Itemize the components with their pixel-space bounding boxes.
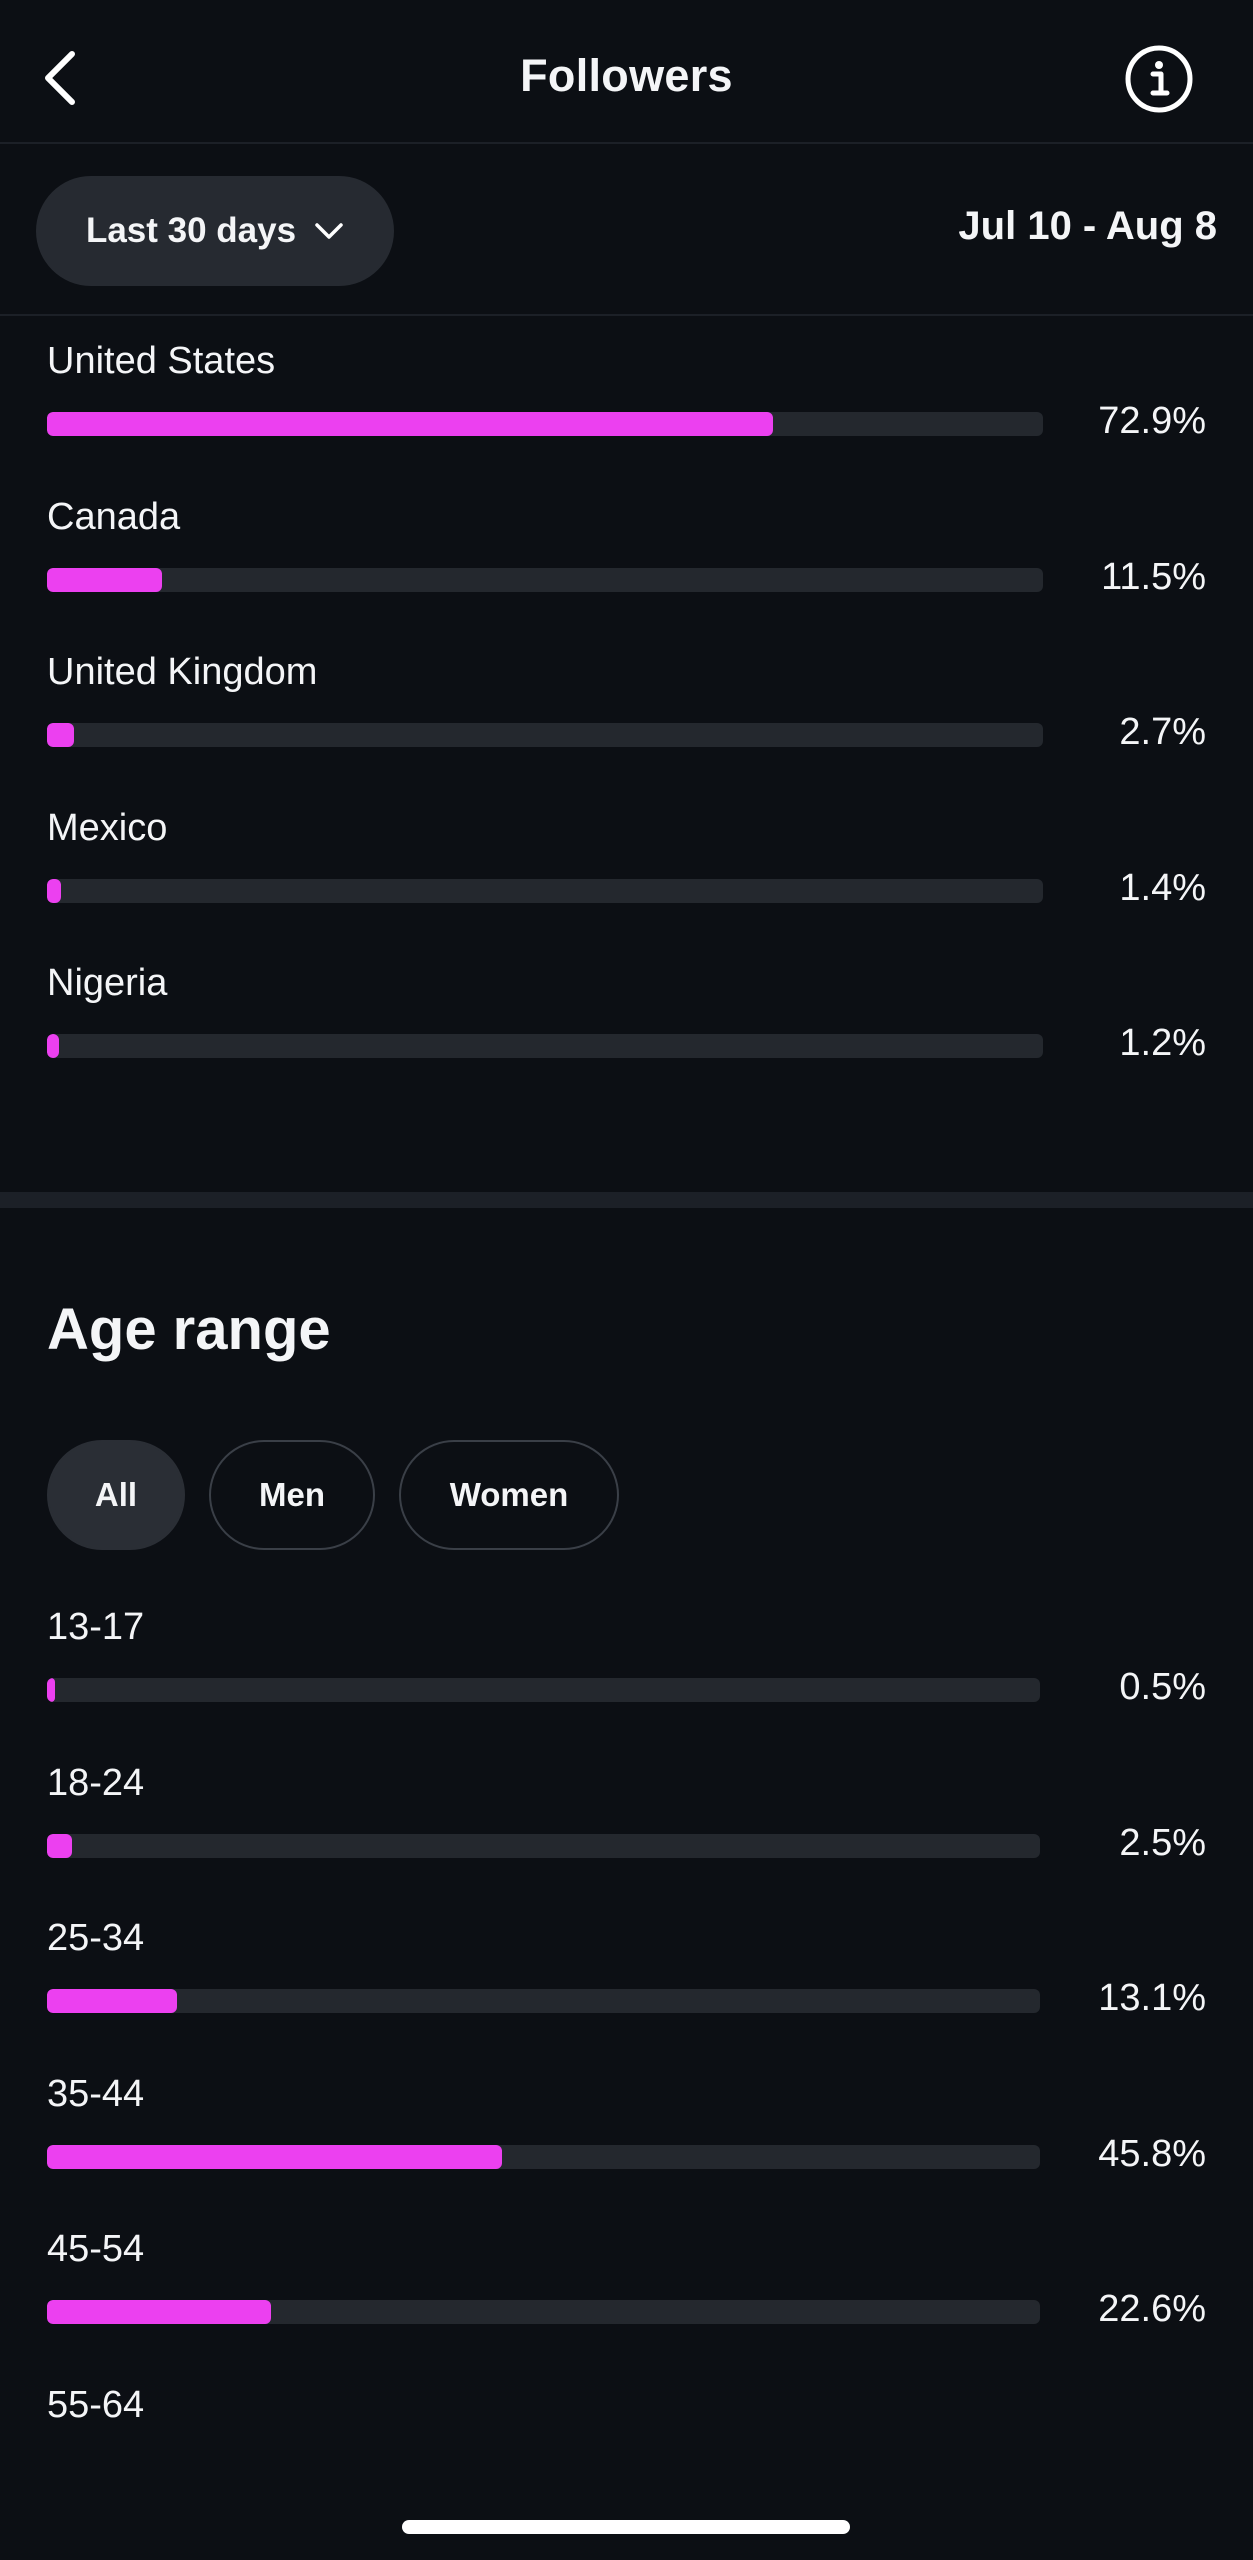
age-bar-track (47, 2300, 1040, 2324)
age-row: 55-64 (0, 2384, 1253, 2540)
date-range-text: Jul 10 - Aug 8 (958, 204, 1217, 248)
country-row: Mexico 1.4% (0, 807, 1253, 963)
age-row: 35-44 45.8% (0, 2073, 1253, 2229)
age-label: 25-34 (47, 1917, 145, 1959)
info-button[interactable] (1124, 44, 1194, 114)
gender-filter-chips: All Men Women (47, 1440, 619, 1550)
country-row: United Kingdom 2.7% (0, 651, 1253, 807)
age-bar-fill (47, 2145, 502, 2169)
country-label: United Kingdom (47, 651, 318, 693)
age-row: 45-54 22.6% (0, 2228, 1253, 2384)
age-value: 2.5% (1119, 1822, 1206, 1864)
country-value: 72.9% (1098, 400, 1206, 442)
country-bar-track (47, 723, 1043, 747)
home-indicator[interactable] (402, 2520, 850, 2534)
age-bar-fill (47, 1678, 55, 1702)
info-circle-icon (1125, 45, 1193, 113)
country-bar-fill (47, 568, 162, 592)
country-bar-track (47, 568, 1043, 592)
section-divider (0, 1192, 1253, 1208)
country-value: 1.4% (1119, 867, 1206, 909)
country-bar-fill (47, 1034, 59, 1058)
country-label: Nigeria (47, 962, 168, 1004)
back-button[interactable] (30, 42, 90, 114)
country-label: Canada (47, 496, 181, 538)
country-label: United States (47, 340, 276, 382)
age-label: 35-44 (47, 2073, 145, 2115)
bottom-safe-area (0, 2455, 1253, 2560)
country-bar-fill (47, 879, 61, 903)
country-bar-track (47, 1034, 1043, 1058)
chevron-down-icon (315, 223, 343, 239)
age-range-title: Age range (47, 1297, 331, 1362)
age-bar-track (47, 1834, 1040, 1858)
country-value: 1.2% (1119, 1022, 1206, 1064)
age-bar-track (47, 2145, 1040, 2169)
age-label: 13-17 (47, 1606, 145, 1648)
age-bar-track (47, 1678, 1040, 1702)
app-header: Followers (0, 0, 1253, 144)
age-bar-fill (47, 2300, 271, 2324)
country-label: Mexico (47, 807, 168, 849)
chip-all[interactable]: All (47, 1440, 185, 1550)
country-bar-track (47, 879, 1043, 903)
country-value: 2.7% (1119, 711, 1206, 753)
age-value: 13.1% (1098, 1977, 1206, 2019)
age-label: 45-54 (47, 2228, 145, 2270)
age-value: 0.5% (1119, 1666, 1206, 1708)
country-bar-fill (47, 412, 773, 436)
age-label: 55-64 (47, 2384, 145, 2426)
country-row: Nigeria 1.2% (0, 962, 1253, 1118)
age-row: 18-24 2.5% (0, 1762, 1253, 1918)
age-value: 22.6% (1098, 2288, 1206, 2330)
date-range-dropdown-label: Last 30 days (85, 211, 297, 250)
date-range-dropdown[interactable]: Last 30 days (36, 176, 394, 286)
chip-women[interactable]: Women (399, 1440, 619, 1550)
country-bar-fill (47, 723, 74, 747)
age-bar-fill (47, 1834, 72, 1858)
country-row: Canada 11.5% (0, 496, 1253, 652)
country-row: United States 72.9% (0, 340, 1253, 496)
age-row: 25-34 13.1% (0, 1917, 1253, 2073)
age-label: 18-24 (47, 1762, 145, 1804)
age-bar-fill (47, 1989, 177, 2013)
country-value: 11.5% (1101, 556, 1206, 598)
page-title: Followers (520, 50, 733, 101)
filter-bar: Last 30 days Jul 10 - Aug 8 (0, 144, 1253, 316)
age-row: 13-17 0.5% (0, 1606, 1253, 1762)
age-value: 45.8% (1098, 2133, 1206, 2175)
age-bar-track (47, 1989, 1040, 2013)
country-bar-track (47, 412, 1043, 436)
chip-men[interactable]: Men (209, 1440, 375, 1550)
chevron-left-icon (45, 51, 75, 105)
